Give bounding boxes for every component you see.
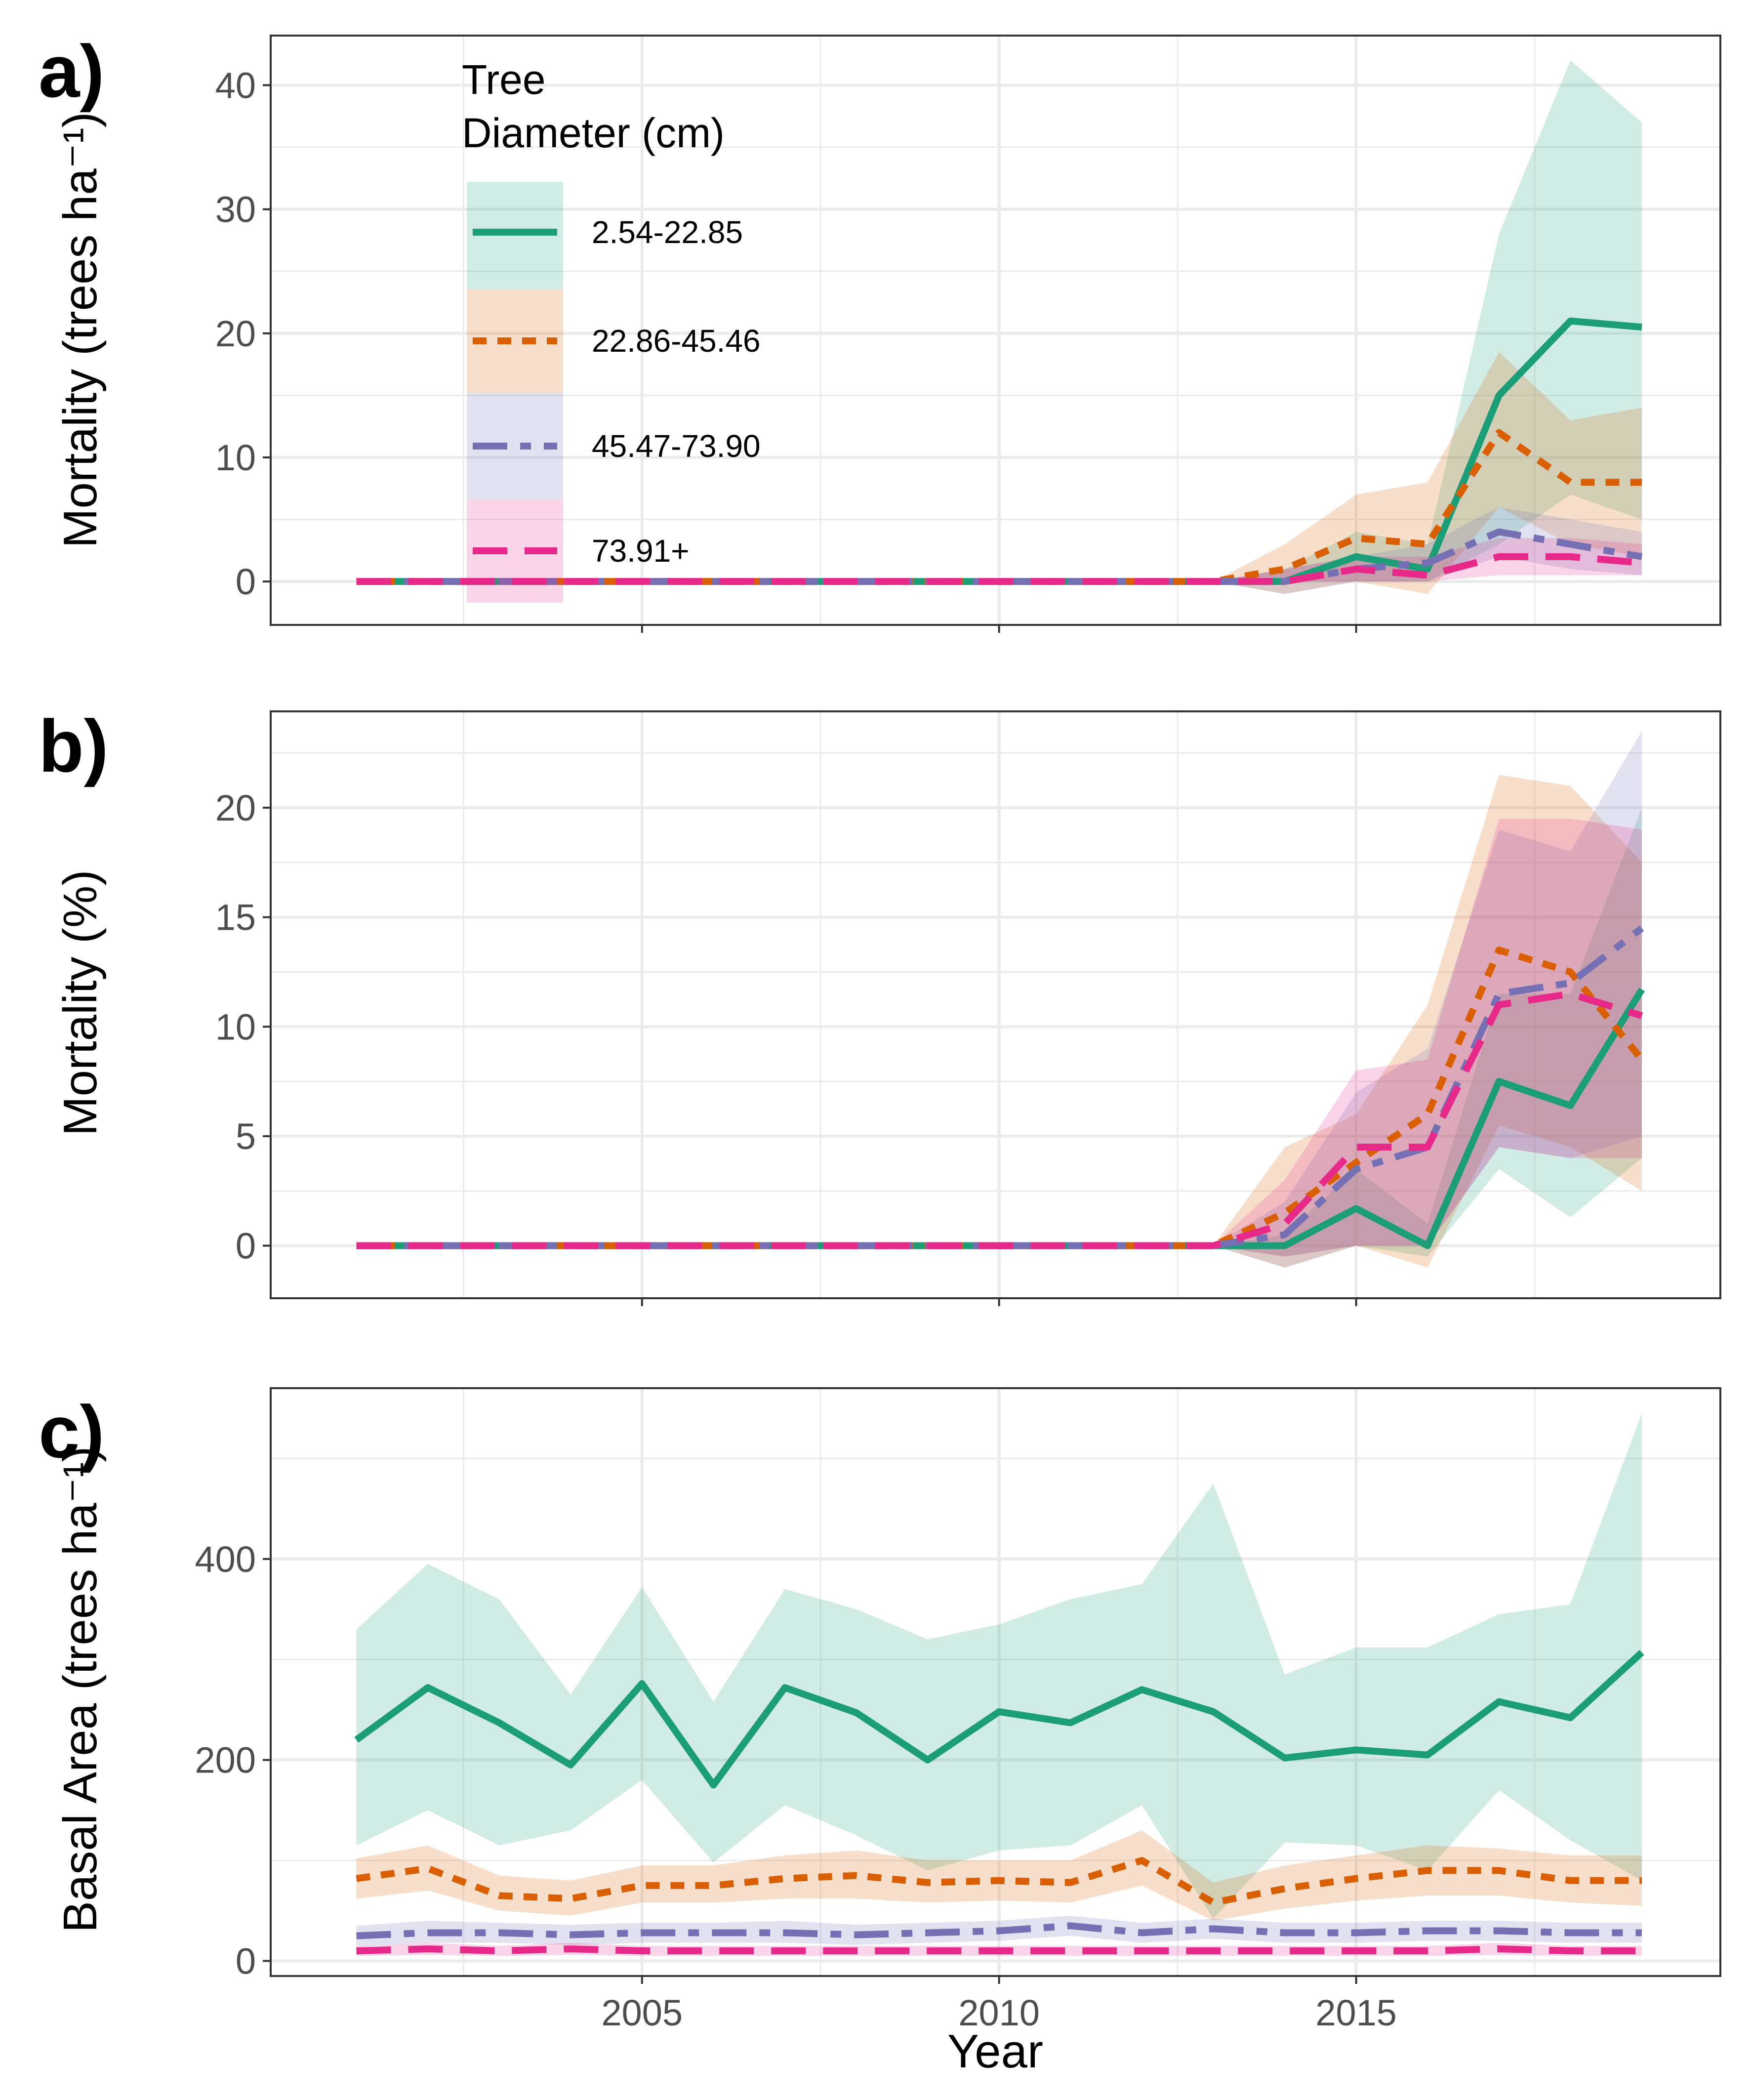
panel-b-border	[270, 710, 1721, 1299]
x-tick-label: 2015	[1315, 1992, 1397, 2033]
line-73-91	[356, 1945, 1642, 1955]
legend-title-line-2: Diameter (cm)	[462, 110, 725, 156]
y-tick-label: 400	[195, 1539, 256, 1580]
legend-item-73-91: 73.91+	[467, 500, 690, 603]
panel-c-x-axis: 2005 2010 2015	[602, 1976, 1397, 2033]
panel-b-grid	[271, 711, 1720, 1298]
x-axis-title: Year	[947, 2025, 1043, 2078]
panel-c-lines	[354, 1649, 1644, 1955]
ribbon-2-54-22-85	[356, 1413, 1642, 1919]
legend-items: 2.54-22.85 22.86-45.46 45.47-73.90 73.91+	[467, 182, 761, 603]
y-tick-label: 15	[215, 897, 256, 938]
legend-label: 22.86-45.46	[592, 323, 761, 359]
panel-a: 0 10 20 30 40 a) Mortality (trees ha⁻¹)	[39, 30, 1721, 633]
ribbon-22-86-45-46	[356, 775, 1642, 1268]
legend-item-2-54-22-85: 2.54-22.85	[467, 182, 743, 289]
y-tick-label: 30	[215, 189, 256, 230]
panel-a-label: a)	[39, 30, 104, 113]
line-22-86-45-46	[356, 1857, 1642, 1906]
panel-a-background	[271, 36, 1720, 625]
panel-a-lines	[356, 317, 1643, 585]
panel-a-x-ticks	[641, 625, 1357, 633]
y-tick-label: 0	[236, 1226, 256, 1267]
panel-c-y-axis-title: Basal Area (trees ha⁻¹)	[54, 1446, 107, 1933]
panel-a-grid	[271, 36, 1720, 625]
panel-b-y-axis: 0 5 10 15 20	[215, 787, 271, 1267]
line-73-91	[356, 553, 1642, 585]
legend-label: 45.47-73.90	[592, 428, 761, 464]
panel-c: 0 200 400 2005 2010 2015 c) Basal Area (tree…	[39, 1387, 1721, 2078]
panel-c-y-axis: 0 200 400	[195, 1539, 271, 1981]
y-tick-label: 0	[236, 561, 256, 602]
panel-a-border	[270, 35, 1721, 626]
panel-a-y-axis-title: Mortality (trees ha⁻¹)	[54, 112, 107, 548]
ribbon-22-86-45-46	[356, 352, 1642, 594]
y-tick-label: 20	[215, 313, 256, 354]
panel-b-y-axis-title: Mortality (%)	[54, 870, 107, 1136]
panel-b-ribbons	[356, 731, 1642, 1268]
panel-c-border	[270, 1387, 1721, 1977]
legend-label: 2.54-22.85	[592, 214, 743, 250]
legend-title-line-1: Tree	[462, 56, 546, 103]
panel-a-y-axis: 0 10 20 30 40	[215, 65, 271, 602]
legend-item-22-86-45-46: 22.86-45.46	[467, 289, 761, 393]
y-tick-label: 0	[236, 1940, 256, 1981]
y-tick-label: 200	[195, 1740, 256, 1781]
x-tick-label: 2005	[602, 1992, 683, 2033]
ribbon-2-54-22-85	[356, 60, 1642, 582]
x-tick-label: 2010	[958, 1992, 1040, 2033]
legend-item-45-47-73-90: 45.47-73.90	[467, 393, 761, 500]
panel-b-lines	[356, 925, 1645, 1249]
panel-c-grid	[271, 1388, 1720, 1976]
ribbon-73-91	[356, 819, 1642, 1257]
y-tick-label: 10	[215, 437, 256, 478]
panel-b-x-ticks	[641, 1298, 1357, 1306]
legend-label: 73.91+	[592, 533, 690, 569]
ribbon-22-86-45-46	[356, 1830, 1642, 1921]
line-45-47-73-90	[356, 1922, 1642, 1939]
y-tick-label: 5	[236, 1116, 256, 1157]
panel-b-label: b)	[39, 704, 109, 787]
y-tick-label: 20	[215, 787, 256, 828]
line-73-91	[356, 990, 1643, 1249]
y-tick-label: 40	[215, 65, 256, 106]
line-2-54-22-85	[354, 1649, 1644, 1789]
legend: Tree Diameter (cm) 2.54-22.85 22.86-45.46…	[462, 56, 761, 603]
y-tick-label: 10	[215, 1006, 256, 1047]
panel-c-label: c)	[39, 1390, 104, 1473]
panel-b: 0 5 10 15 20 b) Mortality (%)	[39, 704, 1721, 1306]
